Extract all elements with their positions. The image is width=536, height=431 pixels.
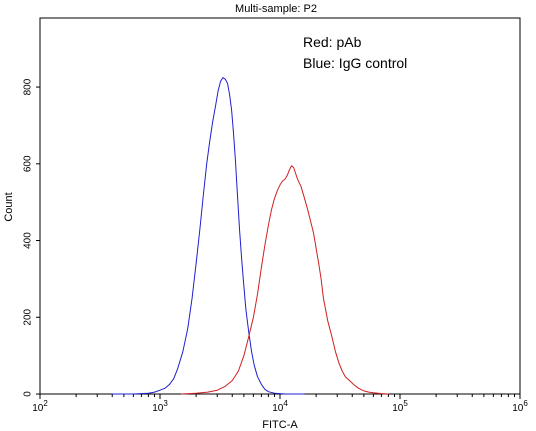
- y-tick-label: 600: [23, 155, 34, 172]
- x-tick-label: 103: [152, 399, 168, 414]
- y-tick-label: 200: [23, 308, 34, 325]
- x-tick-label: 106: [512, 399, 528, 414]
- x-tick-label: 102: [32, 399, 48, 414]
- y-axis-label: Count: [3, 192, 15, 221]
- pab-histogram-line: [181, 165, 389, 395]
- legend-red-pab: Red: pAb: [303, 34, 362, 50]
- y-tick-label: 0: [23, 391, 34, 397]
- igg-control-histogram-line: [112, 77, 305, 395]
- legend-blue-igg-control: Blue: IgG control: [303, 55, 407, 71]
- plot-frame: [39, 17, 521, 395]
- chart-title: Multi-sample: P2: [235, 3, 317, 15]
- x-tick-label: 104: [272, 399, 288, 414]
- y-tick-label: 400: [23, 232, 34, 249]
- y-tick-label: 800: [23, 78, 34, 95]
- x-tick-label: 105: [392, 399, 408, 414]
- x-axis-label: FITC-A: [262, 419, 298, 431]
- plot-area: 0 200 400 600 800 102 103 104 105 106: [23, 17, 528, 414]
